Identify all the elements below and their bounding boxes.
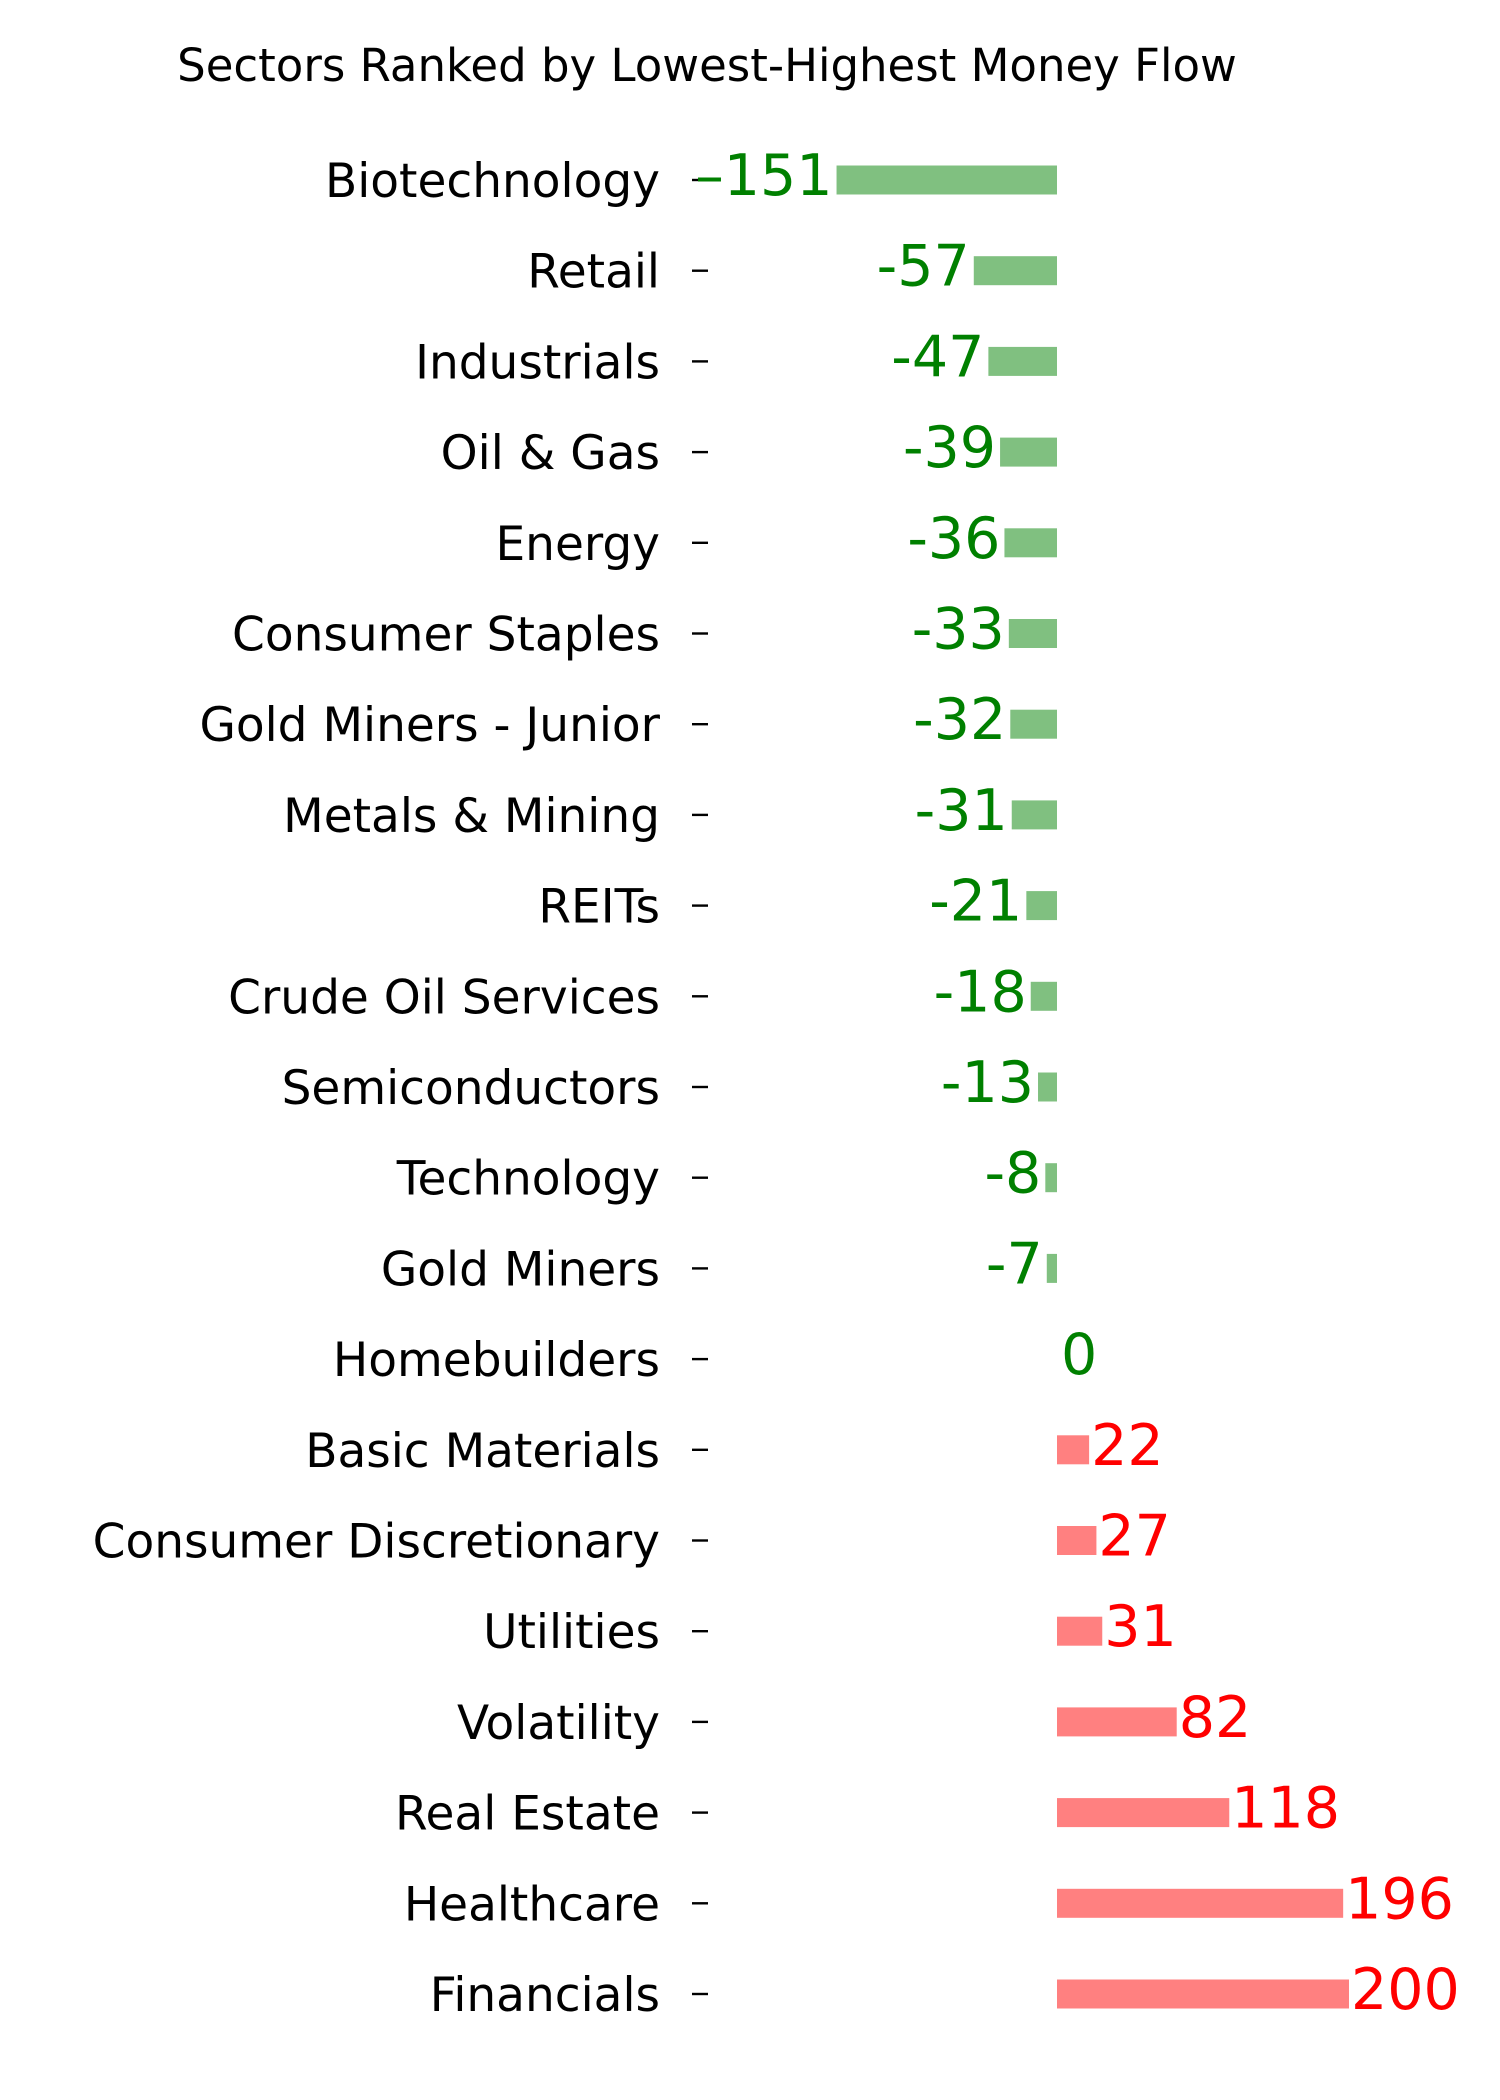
- bar: [973, 256, 1057, 286]
- bar: [1057, 1888, 1344, 1918]
- value-label: –151: [695, 143, 832, 209]
- category-label: Technology: [396, 1152, 660, 1207]
- bar: [1057, 1798, 1230, 1828]
- bar: [1045, 1163, 1057, 1193]
- value-label: -32: [913, 687, 1006, 753]
- bar: [1004, 528, 1057, 558]
- value-label: -31: [915, 778, 1008, 844]
- category-label: Financials: [430, 1968, 660, 2023]
- bar: [1057, 1435, 1090, 1465]
- bar: [1010, 709, 1057, 739]
- category-label: Crude Oil Services: [228, 970, 660, 1025]
- value-label: 118: [1231, 1776, 1340, 1842]
- value-label: 196: [1345, 1866, 1454, 1932]
- bar: [1038, 1072, 1057, 1102]
- bar: [836, 165, 1057, 195]
- bar: [1057, 1979, 1349, 2009]
- bar: [1057, 1616, 1103, 1646]
- value-label: 22: [1091, 1413, 1164, 1479]
- value-label: 31: [1104, 1594, 1177, 1660]
- value-label: 82: [1179, 1685, 1252, 1751]
- bar: [1008, 619, 1057, 648]
- category-label: Real Estate: [395, 1787, 660, 1842]
- value-label: -18: [934, 959, 1027, 1025]
- value-label: -57: [877, 234, 970, 300]
- category-label: Gold Miners - Junior: [199, 698, 660, 753]
- value-label: -8: [984, 1141, 1041, 1207]
- bar: [1046, 1253, 1057, 1283]
- value-label: -33: [912, 597, 1005, 663]
- category-label: Healthcare: [404, 1877, 660, 1932]
- category-label: Gold Miners: [381, 1242, 660, 1297]
- bar: [1026, 891, 1057, 921]
- bar: [1057, 1526, 1097, 1555]
- value-label: -21: [929, 869, 1022, 935]
- chart-title: Sectors Ranked by Lowest-Highest Money F…: [177, 39, 1237, 92]
- category-label: Consumer Staples: [232, 608, 660, 663]
- value-label: -47: [891, 324, 984, 390]
- bar: [1057, 1707, 1177, 1737]
- value-label: -13: [941, 1050, 1034, 1116]
- category-label: Basic Materials: [305, 1424, 660, 1479]
- category-label: REITs: [538, 880, 660, 935]
- category-label: Metals & Mining: [283, 789, 660, 844]
- value-label: 200: [1351, 1957, 1460, 2023]
- bar: [1000, 437, 1057, 467]
- category-label: Homebuilders: [333, 1333, 660, 1388]
- category-label: Energy: [495, 517, 660, 572]
- value-label: -39: [903, 415, 996, 481]
- bar: [988, 346, 1057, 376]
- category-label: Biotechnology: [325, 154, 660, 209]
- category-label: Industrials: [415, 335, 660, 390]
- value-label: -36: [907, 506, 1000, 572]
- category-label: Semiconductors: [282, 1061, 660, 1116]
- value-label: 27: [1098, 1504, 1171, 1570]
- bar: [1030, 981, 1057, 1011]
- category-label: Volatility: [457, 1696, 660, 1751]
- chart-rows: Biotechnology –151 Retail -57 Industrials -47…: [93, 143, 1460, 2023]
- category-label: Utilities: [483, 1605, 660, 1660]
- category-label: Consumer Discretionary: [93, 1515, 660, 1570]
- value-label: -7: [986, 1231, 1043, 1297]
- value-label: 0: [1061, 1322, 1097, 1388]
- category-label: Retail: [527, 245, 660, 300]
- category-label: Oil & Gas: [441, 426, 660, 481]
- bar: [1011, 800, 1057, 830]
